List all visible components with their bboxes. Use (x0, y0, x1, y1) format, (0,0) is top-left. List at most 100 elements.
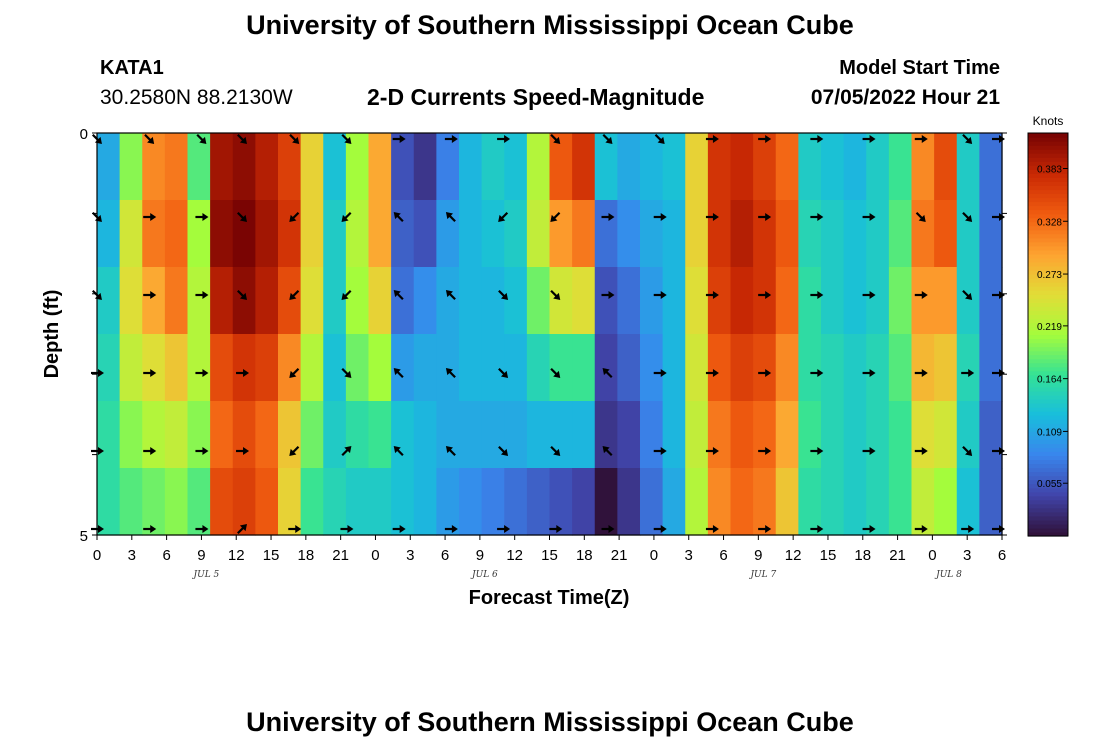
current-vector (341, 367, 352, 378)
heatmap-cell (707, 401, 732, 469)
current-vector (601, 291, 615, 299)
colorbar-segment (1028, 249, 1068, 255)
heatmap-cell (685, 401, 709, 469)
colorbar-segment (1028, 435, 1068, 440)
current-vector (445, 290, 456, 301)
heatmap-cell (526, 133, 551, 201)
heatmap-cell (345, 200, 370, 268)
current-vector (962, 211, 973, 222)
heatmap-cell (481, 267, 505, 335)
heatmap-cell (866, 267, 890, 335)
colorbar-segment (1028, 495, 1068, 501)
heatmap-cell (685, 468, 709, 536)
colorbar-segment (1028, 270, 1068, 275)
colorbar-segment (1028, 463, 1068, 469)
colorbar-segment (1028, 233, 1068, 239)
heatmap-cell (459, 401, 483, 469)
current-vector (195, 369, 209, 377)
colorbar-segment (1028, 479, 1068, 485)
heatmap-cell (572, 133, 596, 201)
heatmap-cell (617, 200, 641, 268)
current-vector (810, 525, 824, 533)
heatmap-cell (232, 401, 256, 469)
heatmap-cell (255, 401, 279, 469)
colorbar-segment (1028, 181, 1068, 186)
heatmap-cell (662, 468, 686, 536)
current-vector (444, 135, 458, 143)
heatmap-cell (345, 401, 370, 469)
heatmap-cell (164, 267, 189, 335)
heatmap-cell (142, 267, 166, 335)
chart-subtitle: 2-D Currents Speed-Magnitude (367, 84, 705, 110)
current-vector (862, 213, 876, 221)
colorbar-segment (1028, 145, 1068, 150)
colorbar-segment (1028, 282, 1068, 287)
current-vector (393, 446, 404, 457)
heatmap-cell (187, 267, 211, 335)
x-tick-label: 21 (889, 547, 906, 564)
heatmap-cell (934, 468, 958, 536)
heatmap-cell (323, 334, 347, 402)
current-vector (341, 211, 352, 222)
heatmap-cell (934, 267, 958, 335)
heatmap-cell (956, 334, 980, 402)
heatmap-cell (843, 334, 867, 402)
current-vector (143, 213, 157, 221)
current-vector (497, 135, 511, 143)
heatmap-cell (119, 200, 143, 268)
current-vector (810, 135, 824, 143)
x-tick-label: 21 (611, 547, 628, 564)
heatmap-cell (640, 200, 664, 268)
heatmap-cell (255, 133, 279, 201)
heatmap-cell (119, 267, 143, 335)
heatmap-cell (300, 200, 324, 268)
heatmap-cell (255, 468, 279, 536)
heatmap-cell (391, 334, 415, 402)
x-tick-label: 6 (162, 547, 170, 564)
heatmap-cell (232, 200, 256, 268)
x-tick-label: 0 (371, 547, 379, 564)
heatmap-cell (979, 200, 1003, 268)
heatmap-cell (572, 267, 596, 335)
colorbar-segment (1028, 274, 1068, 279)
x-axis-title: Forecast Time(Z) (469, 587, 630, 609)
model-start-label: Model Start Time (839, 57, 1000, 79)
current-vector (392, 135, 406, 143)
colorbar-segment (1028, 467, 1068, 473)
current-vector (143, 291, 157, 299)
heatmap-cell (617, 267, 641, 335)
heatmap-cell (866, 334, 890, 402)
heatmap-cell (481, 401, 505, 469)
heatmap-cell (187, 133, 211, 201)
heatmap-cell (481, 200, 505, 268)
heatmap-cell (775, 334, 799, 402)
colorbar-segment (1028, 519, 1068, 525)
heatmap-cell (187, 200, 211, 268)
current-vector (705, 135, 719, 143)
colorbar-segment (1028, 511, 1068, 517)
colorbar-segment (1028, 225, 1068, 231)
heatmap-cell (459, 133, 483, 201)
heatmap-cell (956, 267, 980, 335)
heatmap-cell (413, 200, 437, 268)
colorbar-segment (1028, 419, 1068, 424)
current-vector (705, 291, 719, 299)
current-vector (550, 211, 561, 222)
current-vector (705, 369, 719, 377)
chart-title: University of Southern Mississippi Ocean… (246, 10, 854, 40)
colorbar-segment (1028, 237, 1068, 243)
heatmap-cell (843, 133, 867, 201)
heatmap-cell (821, 334, 845, 402)
heatmap-cell (640, 334, 664, 402)
current-vector (497, 525, 511, 533)
heatmap-cell (662, 200, 686, 268)
heatmap-cell (640, 401, 664, 469)
colorbar-frame (1027, 132, 1069, 537)
heatmap-cell (594, 401, 618, 469)
current-vector (810, 291, 824, 299)
x-tick-label: 9 (197, 547, 205, 564)
heatmap-cell (300, 133, 324, 201)
colorbar-segment (1028, 153, 1068, 158)
heatmap-cell (888, 401, 913, 469)
colorbar-segment (1028, 169, 1068, 174)
